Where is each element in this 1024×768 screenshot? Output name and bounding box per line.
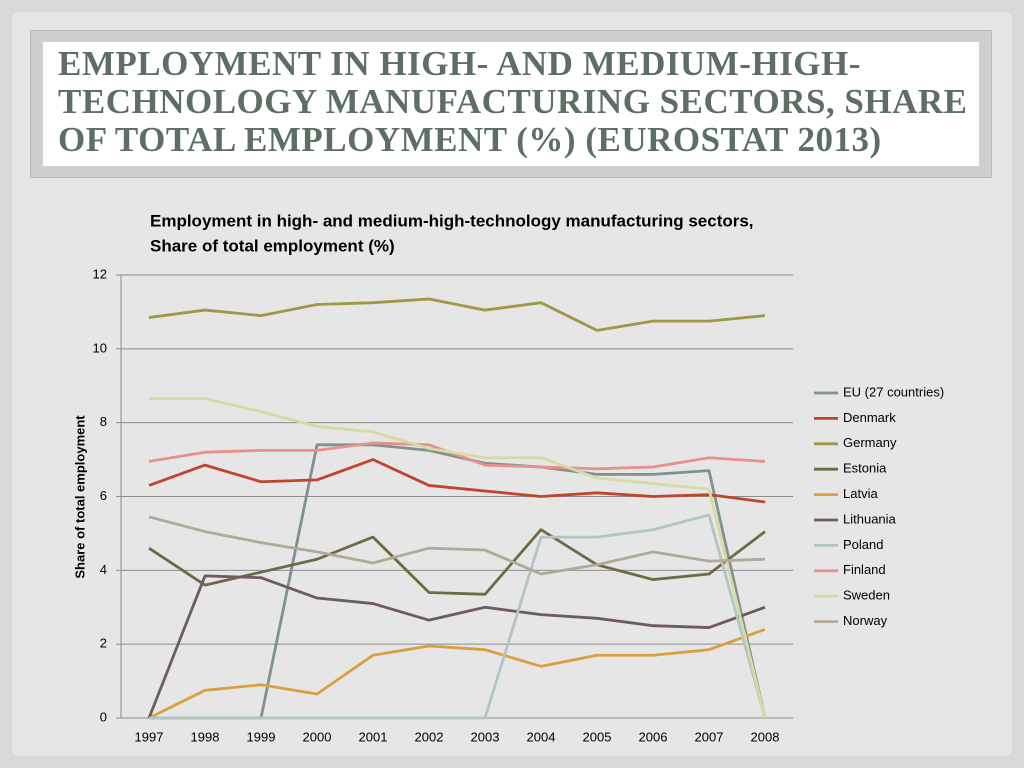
x-tick-label: 1998: [191, 729, 220, 744]
chart-title: Employment in high- and medium-high-tech…: [150, 211, 754, 230]
legend-label: Sweden: [843, 588, 890, 603]
title-box: EMPLOYMENT IN HIGH- AND MEDIUM-HIGH-TECH…: [30, 30, 992, 178]
y-tick-label: 10: [93, 340, 107, 355]
legend-label: Denmark: [843, 410, 896, 425]
series-line: [149, 397, 767, 719]
slide-title: EMPLOYMENT IN HIGH- AND MEDIUM-HIGH-TECH…: [58, 44, 968, 159]
x-tick-label: 2002: [415, 729, 444, 744]
y-tick-label: 8: [100, 414, 107, 429]
series-line: [147, 574, 766, 719]
legend-label: Lithuania: [843, 511, 897, 526]
legend-label: Latvia: [843, 486, 878, 501]
y-tick-label: 6: [100, 488, 107, 503]
x-tick-label: 2005: [583, 729, 612, 744]
series-line: [148, 297, 766, 332]
legend-label: Poland: [843, 537, 883, 552]
chart-subtitle: Share of total employment (%): [150, 236, 395, 255]
series-line: [148, 458, 766, 504]
x-tick-label: 1997: [135, 729, 164, 744]
x-tick-label: 2007: [695, 729, 724, 744]
x-tick-label: 2003: [471, 729, 500, 744]
x-tick-label: 2004: [527, 729, 556, 744]
legend-label: EU (27 countries): [843, 384, 944, 399]
x-tick-label: 2008: [751, 729, 780, 744]
series-line: [148, 528, 766, 596]
x-tick-label: 1999: [247, 729, 276, 744]
y-tick-label: 0: [100, 709, 107, 724]
title-panel: EMPLOYMENT IN HIGH- AND MEDIUM-HIGH-TECH…: [43, 42, 979, 166]
legend-label: Estonia: [843, 461, 887, 476]
x-tick-label: 2000: [303, 729, 332, 744]
y-tick-label: 4: [100, 562, 107, 577]
series-line: [148, 515, 766, 576]
x-tick-label: 2001: [359, 729, 388, 744]
y-tick-label: 2: [100, 636, 107, 651]
legend-label: Finland: [843, 562, 886, 577]
series-line: [148, 441, 766, 471]
x-tick-label: 2006: [639, 729, 668, 744]
legend-label: Germany: [843, 435, 897, 450]
y-tick-label: 12: [93, 266, 107, 281]
legend-label: Norway: [843, 613, 888, 628]
series-line: [149, 513, 767, 720]
y-axis-label: Share of total employment: [72, 415, 87, 579]
series-line: [148, 628, 766, 720]
